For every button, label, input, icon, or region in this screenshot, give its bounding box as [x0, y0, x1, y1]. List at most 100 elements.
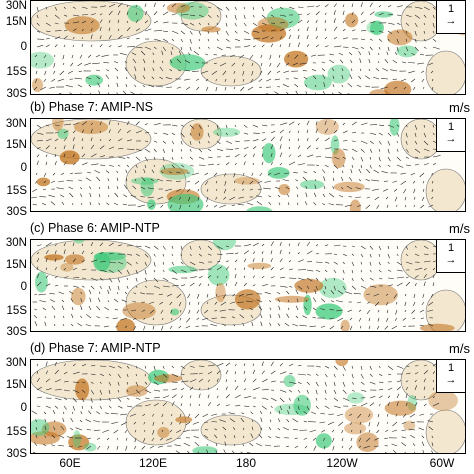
wind-vector: [292, 62, 299, 66]
wind-vector: [306, 373, 311, 376]
wind-vector: [333, 261, 338, 265]
wind-vector: [63, 137, 68, 142]
wind-vector: [219, 309, 227, 312]
wind-vector: [171, 30, 179, 34]
wind-vector: [240, 451, 243, 453]
wind-vector: [378, 148, 381, 152]
wind-vector: [395, 301, 398, 305]
wind-vector: [386, 413, 389, 417]
wind-vector: [351, 148, 358, 153]
wind-vector: [419, 172, 425, 178]
wind-vector: [162, 253, 165, 257]
wind-vector: [36, 154, 40, 158]
wind-vector: [133, 325, 137, 330]
wind-vector: [278, 202, 281, 206]
wind-vector: [261, 397, 269, 400]
wind-vector: [36, 281, 42, 287]
wind-vector: [233, 435, 236, 439]
wind-vector: [135, 261, 138, 265]
wind-vector: [126, 397, 130, 400]
wind-vector: [225, 38, 230, 42]
wind-vector: [135, 121, 140, 126]
wind-vector: [216, 148, 224, 152]
wind-vector: [252, 45, 256, 48]
wind-vector: [198, 387, 201, 391]
wind-vector: [225, 245, 229, 247]
wind-vector: [105, 317, 110, 319]
wind-vector: [360, 2, 363, 8]
wind-vector: [351, 285, 357, 290]
anomaly-shading: [201, 26, 221, 33]
wind-vector: [360, 122, 368, 126]
wind-vector: [188, 301, 191, 305]
wind-vector: [81, 202, 83, 206]
wind-vector: [207, 275, 212, 279]
wind-vector: [99, 373, 104, 376]
anomaly-shading: [75, 378, 90, 401]
wind-vector: [152, 325, 155, 330]
wind-vector: [241, 62, 245, 67]
wind-vector: [40, 86, 47, 91]
wind-vector: [96, 69, 101, 72]
wind-vector: [423, 268, 427, 271]
wind-vector: [279, 249, 282, 255]
wind-vector: [341, 445, 344, 449]
wind-vector: [54, 420, 56, 423]
wind-vector: [269, 411, 272, 415]
wind-vector: [126, 405, 133, 408]
wind-vector: [43, 443, 47, 447]
wind-vector: [386, 317, 389, 322]
wind-vector: [432, 380, 434, 383]
wind-vector: [348, 52, 353, 56]
wind-vector: [387, 284, 393, 287]
wind-vector: [332, 437, 335, 443]
wind-vector: [396, 30, 399, 34]
lat-label: 15N: [5, 139, 27, 151]
wind-vector: [197, 451, 199, 453]
wind-vector: [117, 45, 122, 48]
wind-vector: [342, 4, 345, 8]
wind-vector: [302, 70, 308, 72]
wind-vector: [302, 315, 308, 319]
wind-vector: [90, 373, 96, 376]
wind-vector: [198, 132, 201, 137]
wind-vector: [189, 38, 192, 44]
wind-vector: [396, 401, 399, 407]
wind-vector: [135, 365, 138, 369]
wind-vector: [412, 317, 416, 320]
anomaly-shading: [60, 262, 74, 272]
wind-vector: [371, 179, 380, 182]
wind-vector: [219, 62, 227, 67]
arrow-icon: →: [445, 133, 457, 145]
wind-vector: [90, 252, 93, 255]
anomaly-shading: [68, 434, 90, 451]
wind-vector: [108, 261, 117, 264]
wind-vector: [108, 285, 111, 291]
wind-vector: [288, 307, 290, 311]
wind-vector: [286, 419, 290, 423]
anomaly-shading: [192, 446, 218, 453]
wind-vector: [414, 396, 416, 399]
wind-vector: [432, 162, 437, 166]
wind-vector: [197, 204, 200, 208]
wind-vector: [116, 177, 119, 182]
wind-vector: [94, 170, 101, 174]
wind-vector: [284, 322, 290, 327]
wind-vector: [333, 285, 336, 291]
wind-vector: [35, 434, 38, 439]
wind-vector: [153, 269, 156, 273]
wind-vector: [224, 78, 227, 82]
wind-vector: [99, 35, 102, 40]
wind-vector: [367, 301, 371, 304]
wind-vector: [279, 162, 283, 166]
wind-vector: [333, 381, 336, 387]
wind-vector: [135, 148, 142, 152]
wind-vector: [135, 130, 143, 134]
wind-vector: [261, 258, 264, 263]
wind-vector: [134, 84, 137, 88]
wind-vector: [378, 388, 384, 391]
wind-vector: [278, 305, 281, 311]
wind-vector: [392, 429, 398, 432]
wind-vector: [189, 276, 197, 279]
wind-vector: [347, 93, 351, 94]
